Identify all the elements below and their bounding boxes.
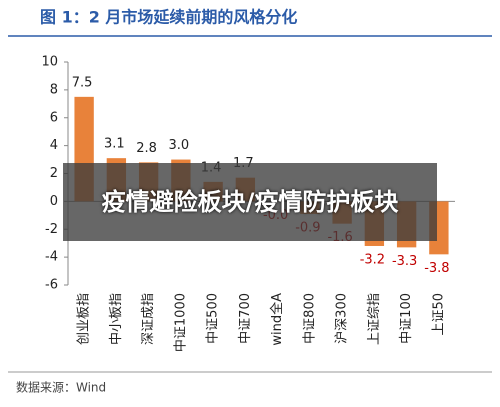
x-tick-label: wind全A <box>269 293 285 346</box>
x-tick-label: 中证1000 <box>173 293 188 352</box>
y-tick-label: 0 <box>50 194 58 209</box>
x-tick-label: 中证500 <box>206 293 221 344</box>
overlay-text: 疫情避险板块/疫情防护板块 <box>101 188 399 216</box>
x-tick-label: 创业板指 <box>77 293 92 345</box>
y-tick-label: 6 <box>50 110 58 125</box>
x-tick-label: 上证50 <box>431 293 446 336</box>
value-label: -3.3 <box>392 254 417 269</box>
x-tick-label: 上证综指 <box>367 293 382 345</box>
x-tick-label: 深证成指 <box>141 293 156 345</box>
x-tick-label: 沪深300 <box>334 293 350 344</box>
x-tick-label: 中证800 <box>302 293 317 344</box>
y-tick-label: 2 <box>50 166 58 181</box>
value-label: 7.5 <box>72 75 93 90</box>
y-tick-label: -4 <box>45 250 58 265</box>
value-label: 3.1 <box>104 137 125 152</box>
x-tick-label: 中小板指 <box>109 293 124 345</box>
x-tick-label: 中证700 <box>238 293 253 344</box>
value-label: 2.8 <box>136 141 157 156</box>
x-tick-label: 中证100 <box>399 293 414 344</box>
y-tick-label: 10 <box>41 55 58 70</box>
value-label: -3.8 <box>424 261 449 276</box>
y-tick-label: 4 <box>50 138 58 153</box>
y-tick-label: -2 <box>45 222 58 237</box>
source: 数据来源：Wind <box>16 380 106 395</box>
overlay-banner: 疫情避险板块/疫情防护板块 <box>63 163 437 241</box>
value-label: 3.0 <box>169 138 190 153</box>
y-tick-label: 8 <box>50 82 58 97</box>
chart-title: 图 1：2 月市场延续前期的风格分化 <box>40 8 297 27</box>
value-label: -3.2 <box>360 252 385 267</box>
y-tick-label: -6 <box>45 278 58 293</box>
